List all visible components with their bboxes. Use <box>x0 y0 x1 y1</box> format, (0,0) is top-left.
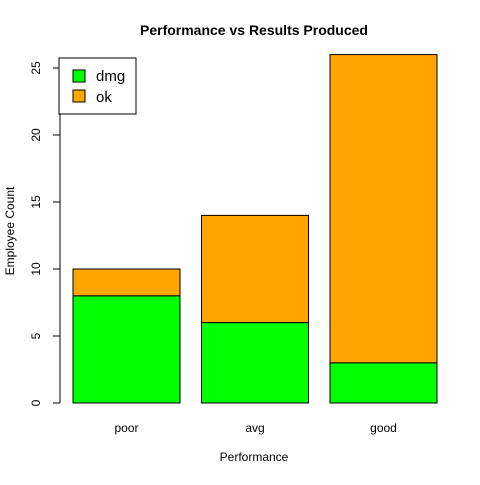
x-tick-label-poor: poor <box>114 421 138 435</box>
y-tick-label: 15 <box>29 195 43 209</box>
legend-label-ok: ok <box>96 89 112 106</box>
bar-dmg-good <box>329 362 438 404</box>
legend-swatch-ok <box>72 89 86 103</box>
y-tick-label: 10 <box>29 262 43 276</box>
legend-swatch-dmg <box>72 69 86 83</box>
y-tick-label: 5 <box>29 332 43 339</box>
y-axis: 0 5 10 15 20 25 <box>29 61 61 406</box>
bar-ok-poor <box>72 268 181 297</box>
x-axis-label: Performance <box>220 450 289 464</box>
legend-box <box>58 57 137 115</box>
y-tick-label: 25 <box>29 61 43 75</box>
y-tick-label: 0 <box>29 399 43 406</box>
legend: dmg ok <box>58 57 137 115</box>
bar-dmg-avg <box>201 322 309 404</box>
bar-ok-good <box>329 54 438 364</box>
bars-group <box>72 54 438 404</box>
y-axis-label: Employee Count <box>3 186 17 275</box>
x-tick-label-good: good <box>370 421 397 435</box>
x-tick-labels: poor avg good <box>114 421 396 435</box>
x-tick-label-avg: avg <box>245 421 264 435</box>
bar-dmg-poor <box>72 295 181 404</box>
bar-ok-avg <box>201 214 309 324</box>
chart-title: Performance vs Results Produced <box>140 22 368 38</box>
y-tick-label: 20 <box>29 128 43 142</box>
legend-label-dmg: dmg <box>96 68 125 85</box>
